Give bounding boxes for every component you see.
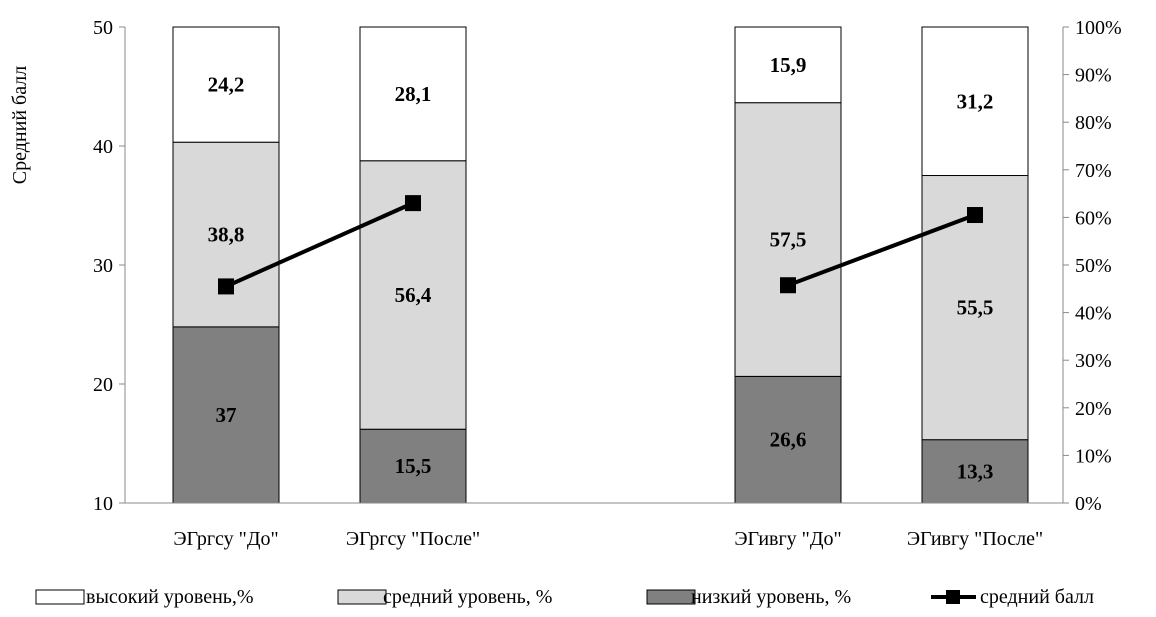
y-right-tick-label: 0% — [1075, 493, 1102, 515]
y-right-tick-label: 10% — [1075, 445, 1112, 467]
legend-label: низкий уровень, % — [691, 586, 851, 608]
legend-label: средний уровень, % — [383, 586, 552, 608]
segment-label: 38,8 — [208, 223, 245, 247]
y-right-tick-label: 70% — [1075, 160, 1112, 182]
category-label: ЭГивгу "После" — [907, 528, 1043, 550]
y-axis-title: Средний балл — [9, 66, 31, 184]
bar-segment-mid-1 — [172, 141, 280, 328]
legend-swatch — [646, 589, 696, 605]
axes-layer: ЭГргсу "До" ЭГргсу "После" ЭГивгу "До" ЭГив… — [93, 17, 1122, 550]
line-segment-1 — [225, 201, 414, 289]
segment-label: 28,1 — [395, 82, 432, 106]
segment-label: 15,5 — [395, 454, 432, 478]
y-right-tick-label: 60% — [1075, 207, 1112, 229]
line-layer — [218, 195, 983, 295]
segment-label: 13,3 — [957, 459, 994, 483]
legend-label: высокий уровень,% — [86, 586, 254, 608]
bar-segment-high-4 — [921, 26, 1029, 177]
y-right-tick-label: 100% — [1075, 17, 1122, 39]
line-marker — [218, 278, 234, 295]
legend-swatch — [35, 589, 85, 605]
legend-line-marker — [946, 590, 960, 604]
line-segment-2 — [787, 213, 976, 288]
line-marker — [967, 207, 983, 224]
bar-segment-mid-3 — [734, 102, 842, 377]
bar-segment-high-1 — [172, 26, 280, 143]
bar-segment-high-3 — [734, 26, 842, 104]
legend-label: средний балл — [980, 586, 1094, 608]
category-label: ЭГргсу "После" — [346, 528, 480, 550]
y-right-tick-label: 50% — [1075, 255, 1112, 277]
segment-labels-layer: 37 38,8 24,2 15,5 56,4 28,1 26,6 57,5 15,9 13,3 55… — [208, 53, 994, 484]
y-right-tick-label: 80% — [1075, 112, 1112, 134]
y-right-tick-label: 20% — [1075, 398, 1112, 420]
line-marker — [780, 277, 796, 294]
segment-label: 55,5 — [957, 296, 994, 320]
y-right-tick-label: 30% — [1075, 350, 1112, 372]
bars-layer — [172, 26, 1029, 504]
segment-label: 15,9 — [770, 53, 807, 77]
y-left-tick-label: 50 — [93, 17, 113, 39]
category-label: ЭГргсу "До" — [173, 528, 278, 550]
bar-segment-low-4 — [921, 439, 1029, 504]
segment-label: 56,4 — [395, 283, 432, 307]
bar-segment-high-2 — [359, 26, 467, 162]
legend-swatch — [337, 589, 387, 605]
segment-label: 31,2 — [957, 89, 994, 113]
y-right-tick-label: 90% — [1075, 65, 1112, 87]
y-left-tick-label: 20 — [93, 374, 113, 396]
y-left-tick-label: 40 — [93, 136, 113, 158]
segment-label: 57,5 — [770, 228, 807, 252]
segment-label: 26,6 — [770, 428, 807, 452]
legend: высокий уровень,% средний уровень, % низки… — [35, 586, 1094, 608]
y-right-tick-label: 40% — [1075, 303, 1112, 325]
bar-segment-low-1 — [172, 326, 280, 504]
line-marker — [405, 195, 421, 212]
y-left-tick-label: 10 — [93, 493, 113, 515]
segment-label: 37 — [216, 403, 237, 427]
segment-label: 24,2 — [208, 73, 245, 97]
bar-segment-low-2 — [359, 428, 467, 504]
y-left-tick-label: 30 — [93, 255, 113, 277]
category-label: ЭГивгу "До" — [734, 528, 841, 550]
